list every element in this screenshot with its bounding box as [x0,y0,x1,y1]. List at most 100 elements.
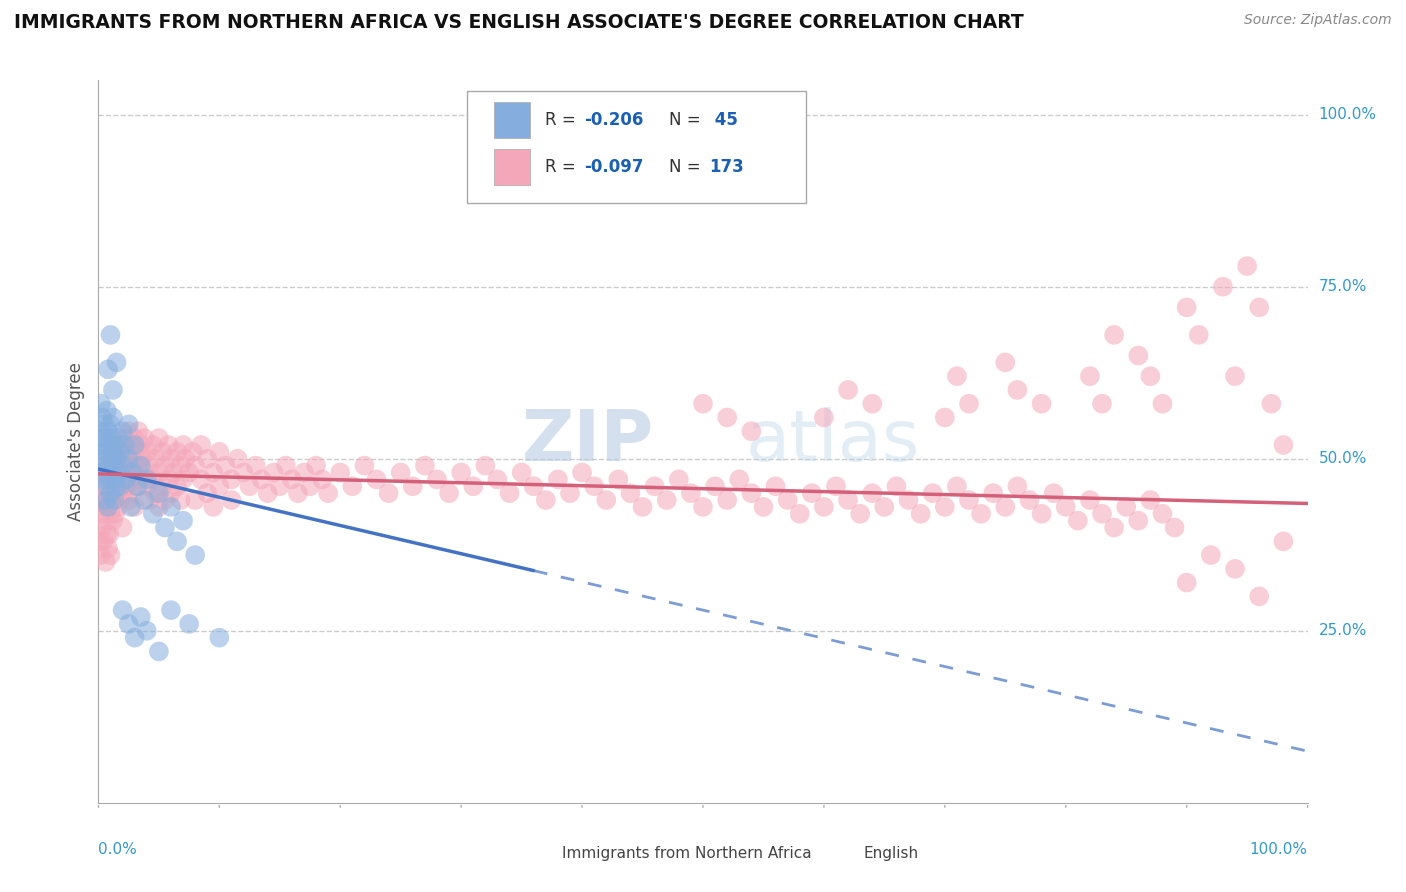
Point [135,472,157,486]
Point [101,410,124,425]
Point [111,520,134,534]
Point [172,472,194,486]
Point [138,458,160,473]
Point [142,438,165,452]
Point [970,507,993,521]
Point [98,472,121,486]
Point [547,472,569,486]
Point [287,486,309,500]
Point [111,603,134,617]
FancyBboxPatch shape [830,843,856,871]
Point [1199,548,1222,562]
Text: 45: 45 [709,111,738,129]
Point [148,644,170,658]
Point [221,493,243,508]
Point [120,500,142,514]
Point [138,493,160,508]
Point [174,451,197,466]
Text: 75.0%: 75.0% [1319,279,1367,294]
Point [860,486,883,500]
Point [148,500,170,514]
Point [124,500,146,514]
Point [111,458,134,473]
Point [353,458,375,473]
Point [100,479,122,493]
Point [184,458,207,473]
Point [1188,327,1211,342]
Point [111,424,134,438]
Y-axis label: Associate's Degree: Associate's Degree [66,362,84,521]
Point [127,445,149,459]
Point [110,438,132,452]
Point [886,479,908,493]
Point [115,479,138,493]
Point [127,424,149,438]
Point [1042,486,1064,500]
Point [96,527,118,541]
Point [129,610,152,624]
Point [91,534,114,549]
Point [329,466,352,480]
Point [120,438,142,452]
Point [134,431,156,445]
Point [90,548,112,562]
Point [1078,369,1101,384]
Point [108,493,131,508]
Point [103,493,125,508]
Point [101,514,124,528]
Point [93,472,115,486]
Point [1007,383,1029,397]
Point [1115,500,1137,514]
Point [1102,327,1125,342]
Point [413,458,436,473]
Text: 173: 173 [709,158,744,176]
Point [115,445,138,459]
Point [534,493,557,508]
Point [595,493,617,508]
Point [169,458,191,473]
Point [463,479,485,493]
Point [97,500,120,514]
Text: ZIP: ZIP [522,407,654,476]
Point [692,500,714,514]
Point [160,451,183,466]
Text: R =: R = [544,111,581,129]
Point [269,479,291,493]
Point [148,466,170,480]
Point [104,472,127,486]
Point [1031,397,1053,411]
Point [100,486,122,500]
Text: IMMIGRANTS FROM NORTHERN AFRICA VS ENGLISH ASSOCIATE'S DEGREE CORRELATION CHART: IMMIGRANTS FROM NORTHERN AFRICA VS ENGLI… [14,13,1024,32]
Point [1272,438,1295,452]
Point [214,458,236,473]
Point [108,479,131,493]
Point [105,486,128,500]
Point [776,493,799,508]
Point [195,486,218,500]
Point [263,466,285,480]
Point [97,472,120,486]
Point [103,458,125,473]
Point [172,438,194,452]
Point [166,534,188,549]
Point [100,466,122,480]
Point [91,410,114,425]
Point [135,479,157,493]
FancyBboxPatch shape [494,102,530,138]
Point [202,500,225,514]
Point [179,616,201,631]
Text: English: English [863,846,920,861]
Point [740,486,762,500]
Point [813,500,835,514]
Point [121,466,143,480]
Point [342,479,364,493]
Point [90,424,112,438]
Point [897,493,920,508]
Point [153,458,176,473]
Point [921,486,943,500]
Point [107,466,129,480]
Point [100,466,122,480]
Point [437,486,460,500]
Point [143,486,166,500]
Point [1249,590,1271,604]
